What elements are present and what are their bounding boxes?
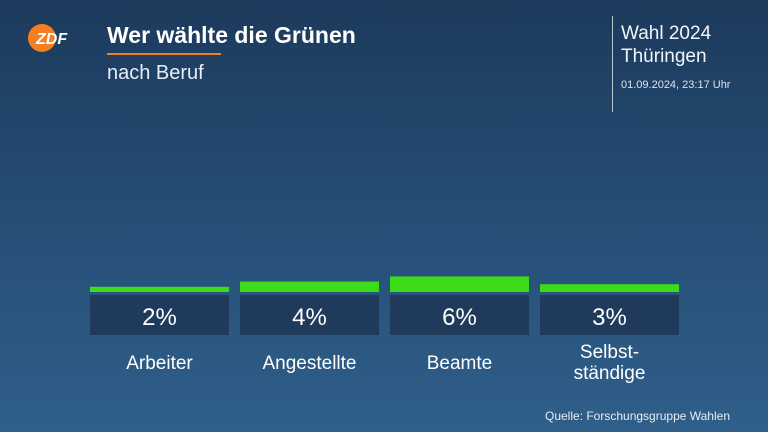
election-region: Thüringen — [621, 46, 707, 67]
category-label: Selbst- — [580, 342, 639, 363]
data-label: 3% — [592, 304, 627, 331]
header-divider — [612, 16, 613, 112]
chart-title: Wer wählte die Grünen — [107, 22, 356, 48]
title-underline — [107, 53, 221, 55]
zdf-logo-text: ZDF — [35, 31, 68, 48]
bar — [540, 284, 679, 292]
bar — [390, 276, 529, 292]
value-box — [540, 295, 679, 335]
value-box — [390, 295, 529, 335]
category-label: Arbeiter — [126, 353, 193, 374]
election-info: Wahl 2024 Thüringen — [621, 22, 711, 68]
zdf-logo-circle — [28, 24, 56, 52]
bar — [90, 286, 229, 292]
value-box — [240, 295, 379, 335]
chart-subtitle: nach Beruf — [107, 62, 204, 84]
data-label: 6% — [442, 304, 477, 331]
category-label: Beamte — [427, 353, 492, 374]
zdf-logo: ZDF — [28, 24, 68, 52]
value-box — [90, 295, 229, 335]
category-label: Angestellte — [262, 353, 356, 374]
data-label: 2% — [142, 304, 177, 331]
category-label: ständige — [574, 363, 646, 384]
source-note: Quelle: Forschungsgruppe Wahlen — [545, 409, 730, 423]
election-year: Wahl 2024 — [621, 23, 712, 44]
bar — [240, 281, 379, 292]
timestamp: 01.09.2024, 23:17 Uhr — [621, 79, 731, 91]
data-label: 4% — [292, 304, 327, 331]
